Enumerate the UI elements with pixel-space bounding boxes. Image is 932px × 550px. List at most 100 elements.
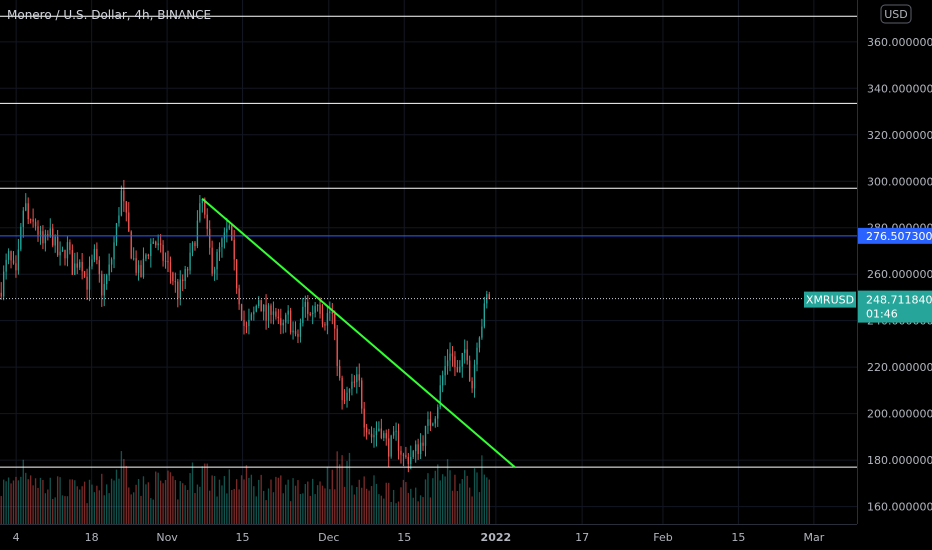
candle-body: [341, 377, 343, 401]
candle-body: [194, 242, 196, 247]
candle-body: [37, 226, 39, 235]
volume-bar: [223, 476, 226, 524]
volume-bar: [189, 473, 191, 524]
candle-body: [140, 265, 142, 277]
candle-body: [248, 319, 250, 327]
volume-bar: [120, 451, 123, 524]
volume-bar: [88, 479, 91, 524]
volume-bar: [407, 492, 410, 524]
volume-bar: [319, 481, 321, 524]
trendline[interactable]: [201, 197, 516, 468]
volume-bar: [294, 485, 297, 524]
candle-body: [201, 198, 203, 204]
volume-bar: [22, 459, 24, 524]
volume-bar: [125, 466, 127, 524]
candle-body: [316, 304, 319, 307]
candle-body: [277, 316, 280, 319]
volume-bar: [380, 495, 383, 524]
volume-bar: [0, 496, 2, 524]
candle-body: [314, 306, 316, 313]
candle-body: [260, 300, 262, 312]
candle-body: [29, 219, 32, 221]
candle-body: [128, 212, 130, 232]
candle-body: [159, 243, 162, 245]
volume-bar: [289, 501, 292, 524]
volume-bar: [184, 485, 186, 524]
price-axis: 160.000000 180.000000 200.000000 220.000000…: [857, 0, 932, 550]
volume-bar: [280, 475, 282, 524]
candle-body: [213, 269, 216, 274]
candle-body: [456, 367, 459, 373]
candle-body: [113, 242, 115, 260]
candle-body: [297, 333, 299, 337]
candle-body: [71, 250, 74, 275]
candle-body: [15, 263, 17, 271]
candle-body: [115, 223, 118, 243]
candle-body: [375, 431, 378, 436]
candle-body: [54, 236, 56, 246]
candle-body: [61, 249, 64, 252]
volume-bar: [118, 478, 120, 524]
candle-body: [152, 241, 154, 244]
volume-bar: [186, 489, 189, 524]
volume-bar: [343, 486, 346, 524]
candle-body: [439, 385, 441, 408]
volume-bar: [405, 482, 407, 524]
candle-body: [289, 310, 292, 333]
candle-body: [395, 430, 397, 432]
candle-body: [373, 435, 375, 438]
volume-bar: [226, 493, 228, 524]
volume-bar: [213, 476, 216, 524]
last-price-value: 248.711840: [866, 294, 932, 307]
candle-body: [265, 304, 267, 321]
candle-body: [206, 214, 208, 229]
candle-body: [93, 248, 96, 260]
volume-bar: [378, 494, 380, 524]
volume-bar: [179, 481, 181, 524]
volume-bar: [15, 476, 17, 524]
candle-body: [417, 444, 419, 455]
x-tick-label: 15: [731, 531, 745, 544]
volume-bar: [385, 482, 387, 524]
candle-body: [488, 294, 490, 300]
candle-body: [329, 311, 331, 313]
volume-bar: [395, 503, 397, 524]
candle-body: [91, 259, 93, 267]
volume-bar: [260, 474, 262, 524]
volume-bar: [228, 469, 230, 524]
candle-body: [459, 366, 461, 373]
bar-countdown: 01:46: [866, 308, 898, 321]
candle-body: [405, 455, 407, 457]
candle-body: [466, 349, 468, 361]
candle-body: [199, 203, 201, 221]
volume-bar: [444, 476, 446, 524]
currency-button[interactable]: USD: [880, 4, 912, 24]
y-tick-label: 220.000000: [867, 361, 932, 374]
candle-body: [32, 219, 34, 222]
candle-body: [76, 263, 78, 268]
candle-body: [34, 221, 37, 227]
candle-body: [270, 305, 272, 315]
candle-body: [196, 220, 199, 247]
volume-bar: [329, 489, 331, 524]
volume-bar: [248, 477, 250, 524]
time-axis: 4 18 Nov 15 Dec 15 2022 17 Feb 15 Mar: [0, 524, 932, 550]
volume-bar: [159, 480, 162, 524]
volume-bar: [29, 475, 32, 524]
volume-bar: [25, 472, 27, 524]
candle-body: [103, 284, 105, 296]
candle-body: [422, 442, 424, 446]
candle-body: [262, 304, 265, 312]
blue-line-value: 276.507300: [866, 230, 932, 243]
volume-bar: [287, 479, 289, 524]
volume-bar: [145, 484, 147, 524]
candle-body: [370, 433, 373, 438]
volume-bar: [390, 502, 392, 524]
candle-body: [343, 400, 346, 402]
candle-body: [145, 254, 147, 259]
volume-bar: [211, 475, 213, 524]
volume-bar: [47, 489, 49, 524]
volume-bar: [466, 475, 468, 524]
volume-bar: [392, 489, 395, 524]
volume-bar: [486, 477, 488, 524]
